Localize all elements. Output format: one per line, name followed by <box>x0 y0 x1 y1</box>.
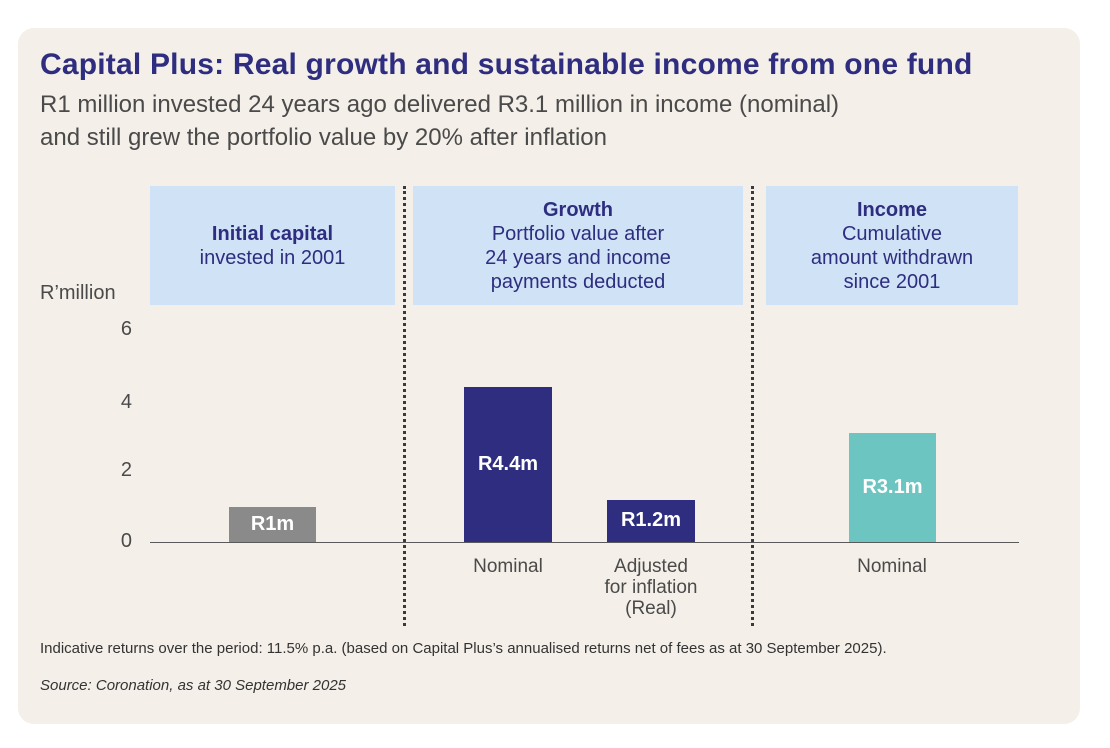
panel-initial-line1: invested in 2001 <box>199 246 346 269</box>
panel-income: Income Cumulative amount withdrawn since… <box>766 186 1018 305</box>
subtitle-line-1: R1 million invested 24 years ago deliver… <box>40 91 840 118</box>
panel-growth-heading: Growth <box>543 198 613 221</box>
panel-income-heading: Income <box>856 198 928 221</box>
bar-income-nominal: R3.1m <box>849 432 936 542</box>
category-growth-nominal: Nominal <box>473 556 543 577</box>
panel-growth-line1: Portfolio value after <box>491 222 665 245</box>
y-tick-2: 2 <box>120 459 132 481</box>
bar-initial-capital: R1m <box>229 506 316 542</box>
divider-right <box>751 186 754 626</box>
panel-income-line1: Cumulative <box>841 222 943 245</box>
category-real-line2: for inflation <box>604 577 698 598</box>
panel-initial-heading: Initial capital <box>211 222 334 245</box>
y-tick-0: 0 <box>120 530 132 552</box>
panel-growth: Growth Portfolio value after 24 years an… <box>413 186 743 305</box>
footnote: Indicative returns over the period: 11.5… <box>40 640 887 657</box>
y-tick-6: 6 <box>120 318 132 340</box>
bar-label-income-nominal: R3.1m <box>862 475 923 498</box>
panel-income-line3: since 2001 <box>843 270 941 293</box>
chart-card <box>18 28 1080 724</box>
bar-label-initial: R1m <box>250 512 295 535</box>
category-real-line1: Adjusted <box>614 556 688 577</box>
chart-subtitle: R1 million invested 24 years ago deliver… <box>40 88 1000 154</box>
bar-label-growth-real: R1.2m <box>620 509 682 532</box>
panel-growth-line2: 24 years and income <box>485 246 671 269</box>
subtitle-line-2: and still grew the portfolio value by 20… <box>40 124 607 151</box>
x-axis-line <box>150 542 1019 543</box>
chart-title: Capital Plus: Real growth and sustainabl… <box>40 48 973 81</box>
bar-label-growth-nominal: R4.4m <box>477 452 539 475</box>
category-income-nominal: Nominal <box>857 556 927 577</box>
divider-left <box>403 186 406 626</box>
y-axis-label: R’million <box>40 282 116 304</box>
y-tick-4: 4 <box>120 391 132 413</box>
category-growth-real: Adjusted for inflation (Real) <box>576 556 726 619</box>
panel-income-line2: amount withdrawn <box>810 246 974 269</box>
bar-growth-real: R1.2m <box>607 499 695 542</box>
bar-growth-nominal: R4.4m <box>464 386 552 542</box>
panel-initial-capital: Initial capital invested in 2001 <box>150 186 395 305</box>
panel-growth-line3: payments deducted <box>490 270 666 293</box>
category-real-line3: (Real) <box>625 598 677 619</box>
source-note: Source: Coronation, as at 30 September 2… <box>40 677 347 694</box>
